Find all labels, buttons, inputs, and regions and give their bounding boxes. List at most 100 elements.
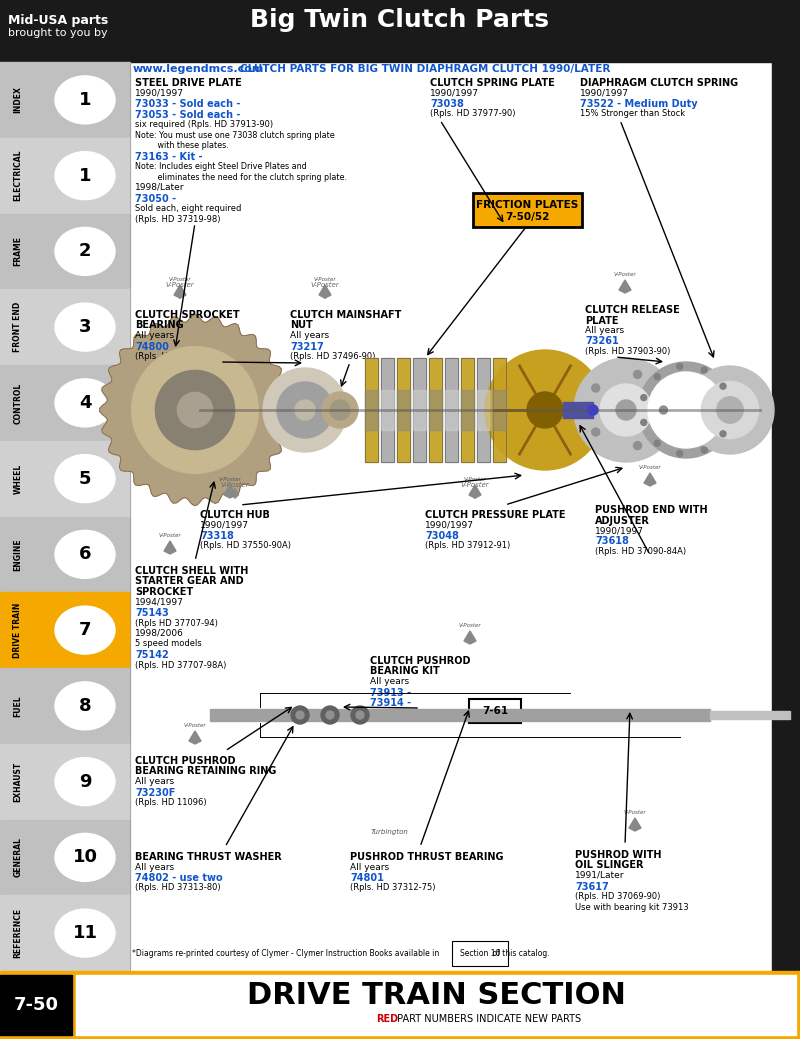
Bar bbox=[0, 971, 800, 1039]
Bar bbox=[461, 390, 474, 430]
Bar bbox=[461, 358, 474, 462]
Circle shape bbox=[322, 392, 358, 428]
Circle shape bbox=[527, 392, 563, 428]
Text: 73053 - Sold each -: 73053 - Sold each - bbox=[135, 109, 240, 119]
Bar bbox=[0, 896, 130, 970]
Bar bbox=[0, 213, 130, 288]
Text: 74800: 74800 bbox=[135, 342, 169, 351]
Text: PUSHROD WITH: PUSHROD WITH bbox=[575, 850, 662, 860]
Text: INDEX: INDEX bbox=[14, 86, 22, 113]
Circle shape bbox=[295, 400, 315, 420]
Bar bbox=[477, 390, 490, 430]
Text: STEEL DRIVE PLATE: STEEL DRIVE PLATE bbox=[135, 78, 242, 88]
Text: 10: 10 bbox=[73, 849, 98, 867]
Bar bbox=[76, 975, 796, 1035]
Text: 1990/1997: 1990/1997 bbox=[135, 88, 184, 98]
Text: 7-61: 7-61 bbox=[482, 705, 508, 716]
Text: V-Poster: V-Poster bbox=[218, 477, 242, 482]
Polygon shape bbox=[469, 485, 481, 498]
Text: V-Poster: V-Poster bbox=[458, 623, 482, 628]
Text: 1990/1997: 1990/1997 bbox=[595, 526, 644, 535]
Text: All years: All years bbox=[135, 777, 174, 785]
Text: CLUTCH PRESSURE PLATE: CLUTCH PRESSURE PLATE bbox=[425, 510, 566, 520]
Circle shape bbox=[356, 711, 364, 719]
Text: (Rpls. HD 37496-90): (Rpls. HD 37496-90) bbox=[290, 352, 375, 361]
Circle shape bbox=[686, 366, 774, 454]
Text: 73522 - Medium Duty: 73522 - Medium Duty bbox=[580, 99, 698, 109]
Text: V-Poster: V-Poster bbox=[314, 277, 336, 282]
Circle shape bbox=[155, 370, 234, 450]
Text: 73217: 73217 bbox=[290, 342, 324, 351]
Polygon shape bbox=[322, 288, 329, 298]
Circle shape bbox=[648, 372, 724, 448]
Text: V-Poster: V-Poster bbox=[310, 282, 339, 288]
Bar bbox=[413, 358, 426, 462]
Circle shape bbox=[351, 705, 369, 724]
Circle shape bbox=[638, 362, 734, 458]
Text: V-Poster: V-Poster bbox=[169, 277, 191, 282]
Text: (Rpls. HD 37550-90A): (Rpls. HD 37550-90A) bbox=[200, 541, 291, 551]
Text: 8: 8 bbox=[78, 697, 91, 715]
Text: 75143: 75143 bbox=[135, 608, 169, 618]
Text: 5 speed models: 5 speed models bbox=[135, 639, 202, 648]
Text: 73261: 73261 bbox=[585, 337, 618, 346]
Bar bbox=[0, 289, 130, 364]
Polygon shape bbox=[164, 541, 176, 554]
Text: DRIVE TRAIN SECTION: DRIVE TRAIN SECTION bbox=[246, 981, 626, 1010]
Bar bbox=[493, 358, 506, 462]
Text: V-Poster: V-Poster bbox=[638, 465, 662, 470]
Text: six required (Rpls. HD 37913-90): six required (Rpls. HD 37913-90) bbox=[135, 119, 273, 129]
Text: Mid-USA parts: Mid-USA parts bbox=[8, 14, 108, 27]
Bar bbox=[429, 358, 442, 462]
Text: 7-50/52: 7-50/52 bbox=[506, 212, 550, 222]
Text: CLUTCH SPRING PLATE: CLUTCH SPRING PLATE bbox=[430, 78, 554, 88]
Text: RED: RED bbox=[376, 1014, 398, 1024]
Bar bbox=[563, 402, 593, 418]
Text: EXHAUST: EXHAUST bbox=[14, 762, 22, 802]
Bar bbox=[0, 592, 130, 667]
Circle shape bbox=[717, 397, 743, 423]
Bar bbox=[365, 390, 378, 430]
Circle shape bbox=[641, 420, 646, 425]
Text: WHEEL: WHEEL bbox=[14, 463, 22, 494]
Text: 7-50: 7-50 bbox=[14, 996, 58, 1014]
Text: 15% Stronger than Stock: 15% Stronger than Stock bbox=[580, 109, 685, 118]
Text: FRONT END: FRONT END bbox=[14, 302, 22, 352]
Bar bbox=[0, 744, 130, 819]
Text: of this catalog.: of this catalog. bbox=[490, 949, 550, 958]
Polygon shape bbox=[189, 731, 201, 744]
Text: BEARING KIT: BEARING KIT bbox=[370, 666, 440, 676]
Circle shape bbox=[326, 711, 334, 719]
Text: Sold each, eight required: Sold each, eight required bbox=[135, 204, 242, 213]
Text: CONTROL: CONTROL bbox=[14, 382, 22, 424]
Text: (Rpls HD 37707-94): (Rpls HD 37707-94) bbox=[135, 618, 218, 628]
Circle shape bbox=[634, 442, 642, 450]
Text: 2: 2 bbox=[78, 242, 91, 261]
Bar bbox=[0, 365, 130, 439]
Text: (Rpls. HD 37319-98): (Rpls. HD 37319-98) bbox=[135, 214, 221, 223]
Text: (Rpls. HD 11096): (Rpls. HD 11096) bbox=[135, 798, 206, 807]
Text: 1998/Later: 1998/Later bbox=[135, 183, 185, 192]
Circle shape bbox=[727, 407, 733, 412]
Circle shape bbox=[132, 347, 258, 474]
Text: 1990/1997: 1990/1997 bbox=[580, 88, 629, 98]
Text: 1991/Later: 1991/Later bbox=[575, 871, 625, 880]
Text: 75142: 75142 bbox=[135, 650, 169, 660]
Text: 73163 - Kit -: 73163 - Kit - bbox=[135, 152, 202, 161]
Text: 11: 11 bbox=[73, 924, 98, 942]
Bar bbox=[130, 62, 772, 971]
Text: CLUTCH SPROCKET: CLUTCH SPROCKET bbox=[135, 310, 240, 320]
Text: eliminates the need for the clutch spring plate.: eliminates the need for the clutch sprin… bbox=[135, 172, 347, 182]
Text: 1: 1 bbox=[78, 166, 91, 185]
Circle shape bbox=[654, 441, 660, 447]
Text: (Rpls. HD 37906-90): (Rpls. HD 37906-90) bbox=[135, 352, 220, 361]
Text: 5: 5 bbox=[78, 470, 91, 487]
Circle shape bbox=[592, 384, 600, 392]
Bar bbox=[381, 358, 394, 462]
Text: 73230F: 73230F bbox=[135, 788, 175, 798]
Text: 1990/1997: 1990/1997 bbox=[430, 88, 479, 98]
Bar bbox=[381, 358, 394, 462]
Text: ELECTRICAL: ELECTRICAL bbox=[14, 150, 22, 202]
Text: PUSHROD THRUST BEARING: PUSHROD THRUST BEARING bbox=[350, 852, 503, 862]
Text: DRIVE TRAIN: DRIVE TRAIN bbox=[14, 603, 22, 658]
